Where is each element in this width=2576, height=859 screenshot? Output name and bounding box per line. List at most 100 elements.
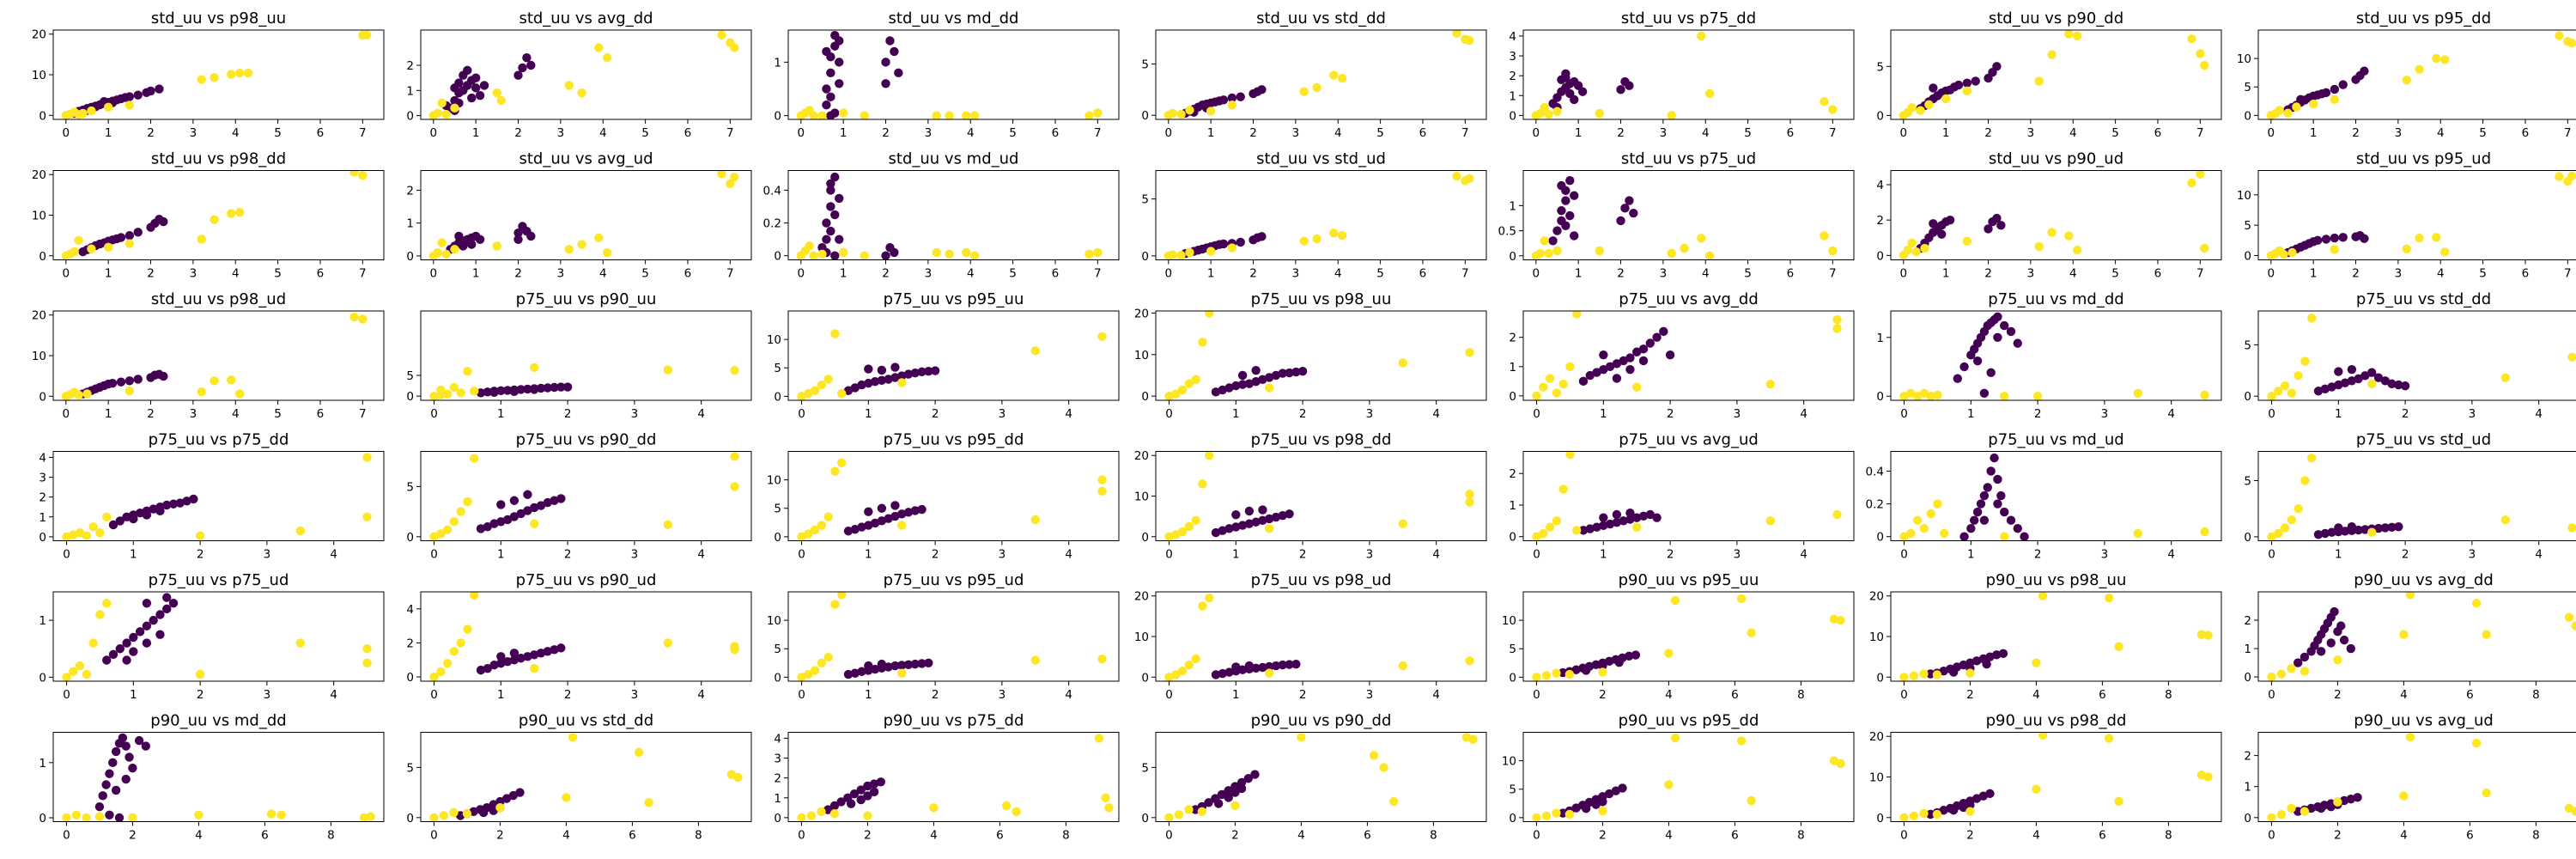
data-point (897, 509, 907, 519)
data-point (492, 241, 502, 251)
x-tick-label: 4 (2535, 548, 2543, 562)
data-point (133, 375, 143, 384)
data-point (2402, 76, 2411, 85)
data-point (74, 390, 83, 400)
data-point (526, 60, 536, 70)
y-tick-label: 5 (774, 362, 781, 375)
data-point (459, 241, 468, 251)
x-tick-label: 0 (1165, 126, 1173, 140)
x-tick-label: 4 (697, 407, 705, 421)
panel-title: std_uu vs md_dd (889, 9, 1019, 27)
data-point (1645, 509, 1655, 520)
data-point (2032, 392, 2043, 400)
data-point (1185, 247, 1194, 258)
data-point (1572, 311, 1582, 319)
scatter-panel: std_uu vs std_dd 0 1 2 3 4 5 6 7 0 5 (1141, 9, 1487, 140)
data-point (1599, 513, 1608, 522)
y-tick-label: 4 (1876, 179, 1884, 192)
data-point (1236, 92, 1245, 101)
scatter-panel: std_uu vs p98_ud 0 1 2 3 4 5 6 7 0 10 20 (32, 290, 385, 421)
data-point (1948, 806, 1959, 815)
data-point (103, 242, 113, 253)
data-point (509, 496, 519, 505)
y-tick-label: 10 (767, 474, 781, 488)
y-tick-label: 1 (1509, 89, 1516, 103)
x-tick-label: 0 (430, 688, 438, 702)
y-tick-label: 5 (1509, 643, 1516, 656)
data-point (2300, 807, 2310, 816)
panel-title: p90_uu vs p75_dd (884, 712, 1024, 730)
scatter-panel: p90_uu vs p75_dd 0 2 4 6 8 0 1 2 3 4 (774, 712, 1120, 843)
data-point (1299, 87, 1309, 96)
data-point (1565, 210, 1575, 221)
data-point (562, 382, 573, 392)
data-point (1244, 519, 1255, 528)
data-point (969, 251, 980, 260)
data-point (1962, 86, 1972, 96)
x-tick-label: 5 (1376, 126, 1384, 140)
data-point (2280, 523, 2290, 533)
data-point (835, 193, 844, 204)
data-point (1993, 499, 2002, 509)
data-point (2360, 371, 2370, 381)
data-point (897, 378, 907, 387)
data-point (82, 813, 91, 822)
x-tick-label: 2 (147, 126, 155, 140)
data-point (2187, 34, 2196, 44)
data-point (797, 673, 806, 681)
data-point (2334, 523, 2343, 533)
data-point (826, 92, 835, 102)
y-tick-label: 0 (1509, 390, 1516, 404)
y-tick-label: 1 (774, 792, 781, 806)
data-point (1971, 76, 1980, 86)
data-point (441, 249, 451, 259)
data-point (1030, 346, 1040, 356)
x-tick-label: 4 (1432, 548, 1440, 562)
axes-frame (2257, 591, 2576, 682)
x-tick-label: 4 (1334, 126, 1342, 140)
x-tick-label: 5 (2111, 126, 2119, 140)
axes-frame (787, 451, 1120, 541)
data-point (168, 599, 179, 608)
data-point (197, 387, 206, 397)
x-tick-label: 2 (197, 688, 204, 702)
data-point (830, 172, 840, 182)
panel-title: std_uu vs std_dd (1256, 9, 1386, 27)
data-point (1605, 519, 1615, 529)
y-tick-label: 10 (32, 350, 46, 363)
data-point (1097, 486, 1107, 497)
x-tick-label: 2 (882, 267, 890, 281)
data-point (2034, 76, 2044, 86)
y-tick-label: 1 (1876, 332, 1884, 345)
axes-frame (1522, 310, 1855, 401)
data-point (107, 378, 118, 388)
data-point (359, 813, 369, 822)
x-tick-label: 4 (232, 407, 240, 421)
panel-points (1531, 175, 1838, 260)
axes-frame (1522, 732, 1855, 822)
data-point (1704, 251, 1715, 260)
data-point (2360, 525, 2370, 534)
y-tick-label: 0 (774, 390, 781, 404)
data-point (108, 520, 118, 530)
data-point (1832, 315, 1842, 325)
data-point (1970, 515, 1979, 525)
data-point (1625, 353, 1635, 362)
panel-title: p75_uu vs std_ud (2356, 431, 2491, 449)
x-tick-label: 0 (2268, 548, 2275, 562)
x-tick-label: 2 (864, 829, 872, 843)
data-point (864, 378, 873, 388)
x-tick-label: 6 (1419, 267, 1427, 281)
axes-frame (1890, 451, 2222, 541)
data-point (797, 532, 806, 541)
data-point (1592, 368, 1601, 377)
x-tick-label: 1 (1232, 548, 1240, 562)
data-point (810, 525, 820, 535)
data-point (1625, 81, 1634, 90)
data-point (2104, 734, 2114, 743)
data-point (826, 186, 835, 195)
data-point (1911, 247, 1921, 257)
data-point (155, 84, 164, 94)
data-point (2387, 522, 2397, 532)
